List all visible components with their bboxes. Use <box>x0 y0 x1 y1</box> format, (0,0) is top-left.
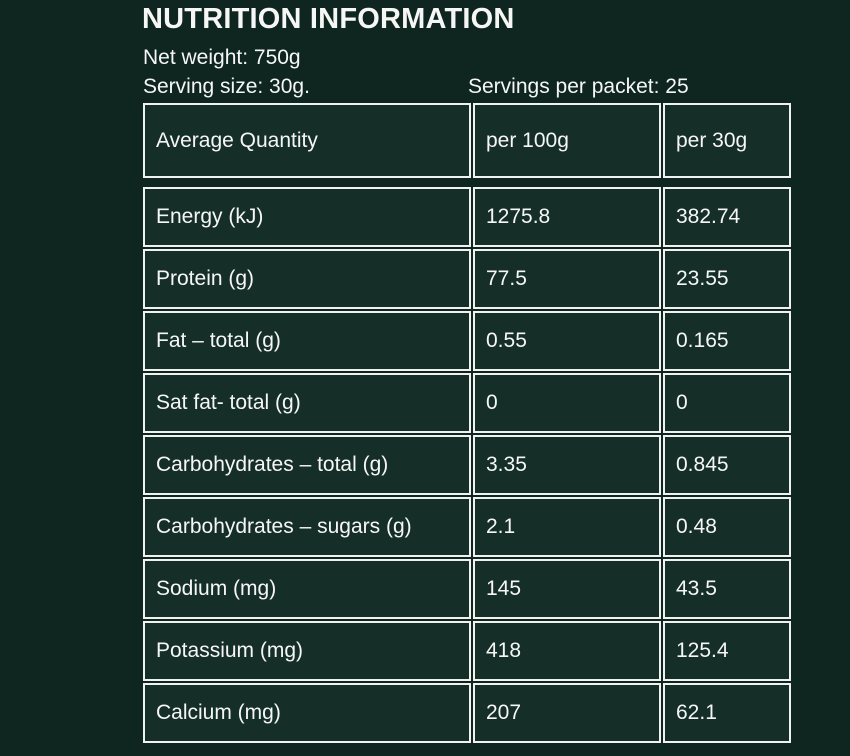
per-100g-value-cell: 0 <box>473 373 661 433</box>
per-100g-value-cell: 0.55 <box>473 311 661 371</box>
per-100g-value-cell: 145 <box>473 559 661 619</box>
nutrient-name-cell: Potassium (mg) <box>143 621 471 681</box>
nutrient-name-cell: Protein (g) <box>143 249 471 309</box>
nutrient-name-cell: Carbohydrates – total (g) <box>143 435 471 495</box>
per-30g-value-cell: 43.5 <box>663 559 791 619</box>
per-100g-value-cell: 77.5 <box>473 249 661 309</box>
nutrient-name-cell: Sodium (mg) <box>143 559 471 619</box>
nutrient-name-cell: Fat – total (g) <box>143 311 471 371</box>
servings-per-packet-text: Servings per packet: 25 <box>468 75 689 98</box>
per-100g-value-cell: 418 <box>473 621 661 681</box>
table-header-row: Average Quantity per 100g per 30g <box>143 103 791 178</box>
per-100g-value-cell: 2.1 <box>473 497 661 557</box>
nutrient-name-cell: Energy (kJ) <box>143 187 471 247</box>
nutrient-name-cell: Calcium (mg) <box>143 683 471 743</box>
column-header-per-100g: per 100g <box>473 103 661 178</box>
per-30g-value-cell: 0.48 <box>663 497 791 557</box>
page-title: NUTRITION INFORMATION <box>142 3 515 35</box>
per-30g-value-cell: 382.74 <box>663 187 791 247</box>
nutrient-name-cell: Carbohydrates – sugars (g) <box>143 497 471 557</box>
nutrition-table: Energy (kJ) 1275.8 382.74 Protein (g) 77… <box>143 187 791 743</box>
per-30g-value-cell: 62.1 <box>663 683 791 743</box>
nutrient-name-cell: Sat fat- total (g) <box>143 373 471 433</box>
per-100g-value-cell: 207 <box>473 683 661 743</box>
serving-size-text: Serving size: 30g. <box>143 75 310 98</box>
per-30g-value-cell: 125.4 <box>663 621 791 681</box>
per-100g-value-cell: 3.35 <box>473 435 661 495</box>
per-30g-value-cell: 0 <box>663 373 791 433</box>
per-30g-value-cell: 0.165 <box>663 311 791 371</box>
per-100g-value-cell: 1275.8 <box>473 187 661 247</box>
net-weight-text: Net weight: 750g <box>143 46 301 69</box>
column-header-average-quantity: Average Quantity <box>143 103 471 178</box>
column-header-per-30g: per 30g <box>663 103 791 178</box>
per-30g-value-cell: 0.845 <box>663 435 791 495</box>
per-30g-value-cell: 23.55 <box>663 249 791 309</box>
